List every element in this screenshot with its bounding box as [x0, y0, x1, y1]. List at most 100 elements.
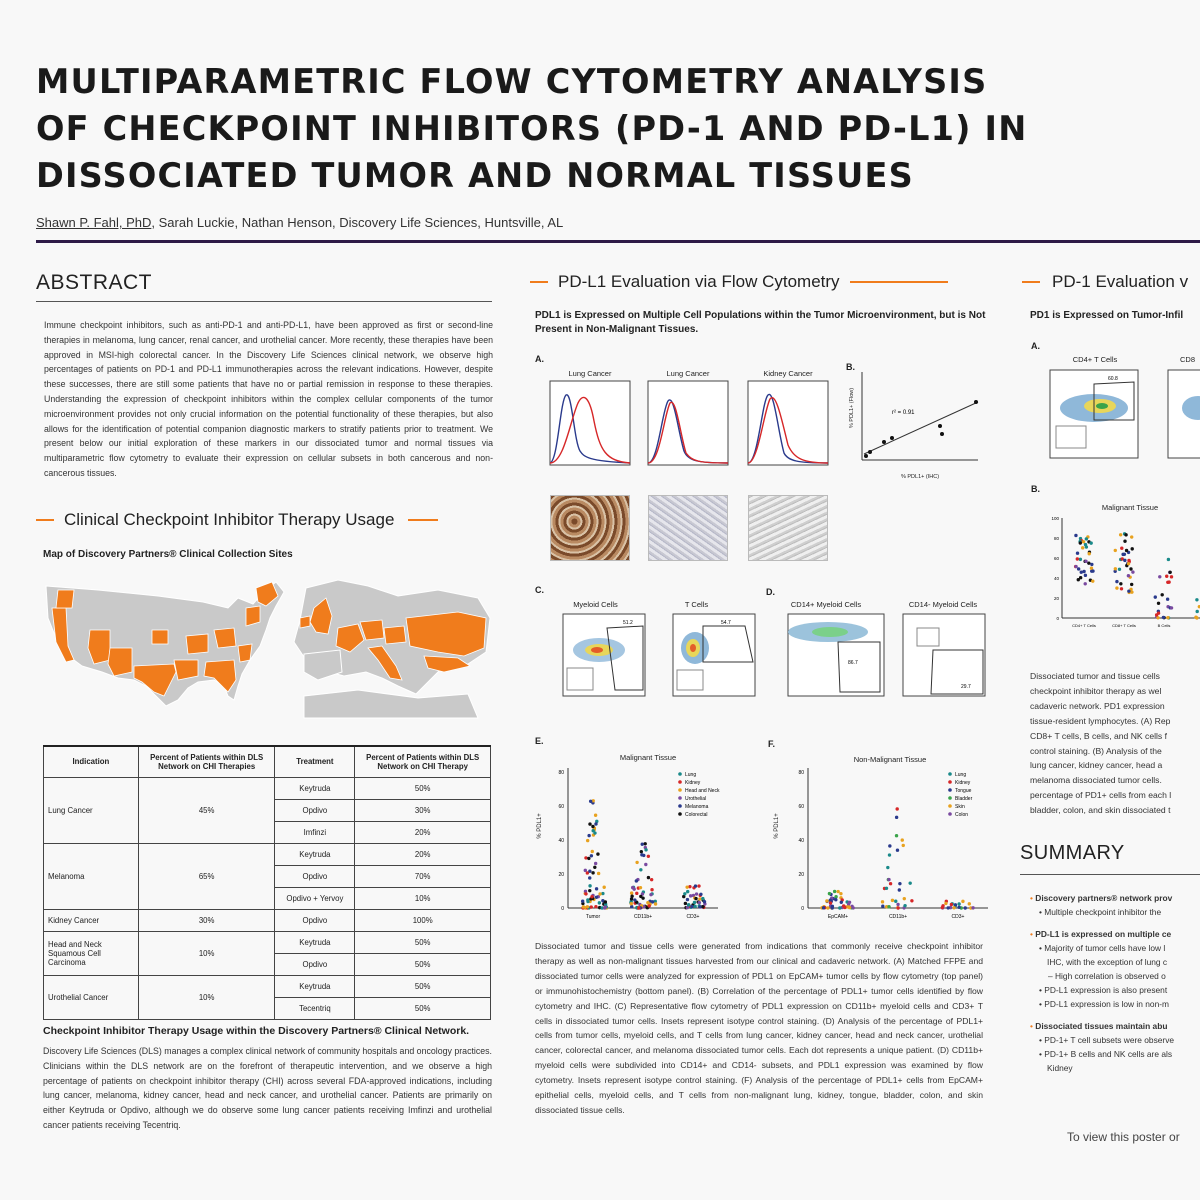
- data-point: [1083, 582, 1087, 586]
- data-point: [1119, 582, 1123, 586]
- bullet-icon: •: [1039, 943, 1045, 953]
- pd1-caption-line: checkpoint inhibitor therapy as wel: [1030, 685, 1162, 696]
- summary-item: • PD-L1 expression is low in non-m: [1030, 997, 1200, 1011]
- table-cell-value: 70%: [354, 864, 491, 888]
- data-point: [1154, 613, 1159, 617]
- data-point: [698, 905, 702, 909]
- title-line-1: MULTIPARAMETRIC FLOW CYTOMETRY ANALYSIS: [36, 62, 988, 101]
- data-point: [1168, 570, 1172, 574]
- data-point: [587, 833, 591, 838]
- title-divider: [36, 240, 1200, 243]
- data-point: [1130, 535, 1134, 539]
- hist-title-3: Kidney Cancer: [763, 369, 813, 378]
- data-point: [693, 884, 698, 888]
- data-point: [644, 862, 648, 867]
- data-point: [828, 898, 832, 902]
- data-point: [697, 900, 702, 905]
- data-point: [949, 902, 954, 907]
- data-point: [884, 905, 889, 909]
- summary-item: • PD-L1 is expressed on multiple ce: [1030, 927, 1200, 941]
- table-row: Melanoma 65% Keytruda 20%: [43, 842, 491, 910]
- data-point: [896, 902, 900, 907]
- legend-marker: [948, 788, 952, 792]
- table-row: Head and Neck Squamous Cell Carcinoma 10…: [43, 930, 491, 976]
- table-cell-indication: Lung Cancer: [43, 776, 139, 844]
- abstract-body: Immune checkpoint inhibitors, such as an…: [44, 320, 493, 478]
- flow-plot-cd14pos: 86.7: [787, 613, 885, 697]
- data-point: [838, 906, 842, 910]
- y-tick-label: 40: [558, 838, 564, 844]
- table-row: Opdivo 50%: [44, 952, 491, 976]
- data-point: [900, 838, 904, 842]
- data-point: [591, 799, 595, 803]
- flow-plot-tcells: 54.7: [672, 613, 756, 697]
- data-point: [834, 898, 838, 902]
- pd1-flow-plot-cd4: 60.8: [1049, 369, 1139, 459]
- data-point: [881, 904, 885, 908]
- correlation-points: [864, 400, 978, 458]
- isotype-inset: [676, 669, 704, 691]
- bullet-icon: –: [1048, 971, 1055, 981]
- data-point: [887, 905, 891, 909]
- data-point: [630, 905, 634, 909]
- data-point: [887, 853, 892, 857]
- data-point: [602, 906, 607, 910]
- legend-label: Melanoma: [685, 804, 709, 810]
- pdl1-curve: [549, 396, 631, 464]
- table-cell-percent: 10%: [137, 974, 276, 1020]
- legend-label: Tongue: [955, 788, 972, 794]
- iberia: [303, 649, 343, 681]
- pd1-panel-heading: PD1 is Expressed on Tumor-Infil: [1030, 310, 1184, 321]
- data-point: [588, 884, 592, 888]
- gate: [837, 641, 881, 693]
- data-point: [961, 899, 965, 904]
- data-point: [593, 865, 597, 869]
- data-point: [594, 822, 598, 826]
- data-point: [701, 896, 705, 901]
- data-point: [583, 889, 588, 893]
- data-point: [839, 891, 843, 896]
- map-title: Map of Discovery Partners® Clinical Coll…: [43, 549, 293, 560]
- data-point: [952, 906, 956, 910]
- table-cell-percent: 45%: [137, 776, 276, 844]
- data-point: [646, 900, 650, 905]
- data-point: [1169, 606, 1174, 610]
- data-point: [584, 892, 588, 896]
- data-point: [828, 901, 833, 905]
- data-point: [1161, 615, 1166, 620]
- pd1-caption-line: cadaveric network. PD1 expression: [1030, 700, 1165, 711]
- data-point: [580, 899, 585, 903]
- y-tick-label: 60: [558, 804, 564, 810]
- table-cell-value: 50%: [354, 930, 491, 954]
- data-point: [1084, 537, 1089, 541]
- data-point: [864, 454, 868, 458]
- data-point: [693, 904, 697, 909]
- data-point: [897, 888, 902, 892]
- summary-item-text: PD-L1 expression is low in non-m: [1044, 999, 1170, 1009]
- table-cell-value: 50%: [354, 952, 491, 976]
- x-tick-label: CD11b+: [634, 914, 652, 920]
- data-point: [1076, 578, 1080, 582]
- hist-title-1: Lung Cancer: [568, 369, 612, 378]
- data-point: [868, 450, 872, 454]
- cell-population-core: [812, 627, 848, 637]
- data-point: [594, 904, 598, 909]
- data-point: [888, 881, 893, 886]
- data-point: [1091, 569, 1095, 573]
- pd1-caption: Dissociated tumor and tissue cells checkp…: [1030, 669, 1200, 818]
- chi-usage-body: Discovery Life Sciences (DLS) manages a …: [43, 1046, 492, 1130]
- data-point: [1156, 616, 1160, 620]
- table-cell-indication: Head and Neck Squamous Cell Carcinoma: [43, 930, 139, 976]
- data-point: [685, 885, 689, 889]
- flow-plot-myeloid: 51.2: [562, 613, 646, 697]
- table-cell-treatment: Keytruda: [274, 842, 356, 866]
- summary-item-text: Kidney: [1047, 1063, 1073, 1073]
- data-point: [898, 881, 902, 886]
- data-point: [1131, 570, 1135, 574]
- table-cell-value: 30%: [354, 798, 491, 822]
- data-point: [583, 868, 587, 873]
- data-point: [587, 856, 591, 861]
- gate-value: 86.7: [848, 660, 858, 666]
- table-cell-value: 20%: [354, 820, 491, 844]
- legend-marker: [948, 812, 952, 816]
